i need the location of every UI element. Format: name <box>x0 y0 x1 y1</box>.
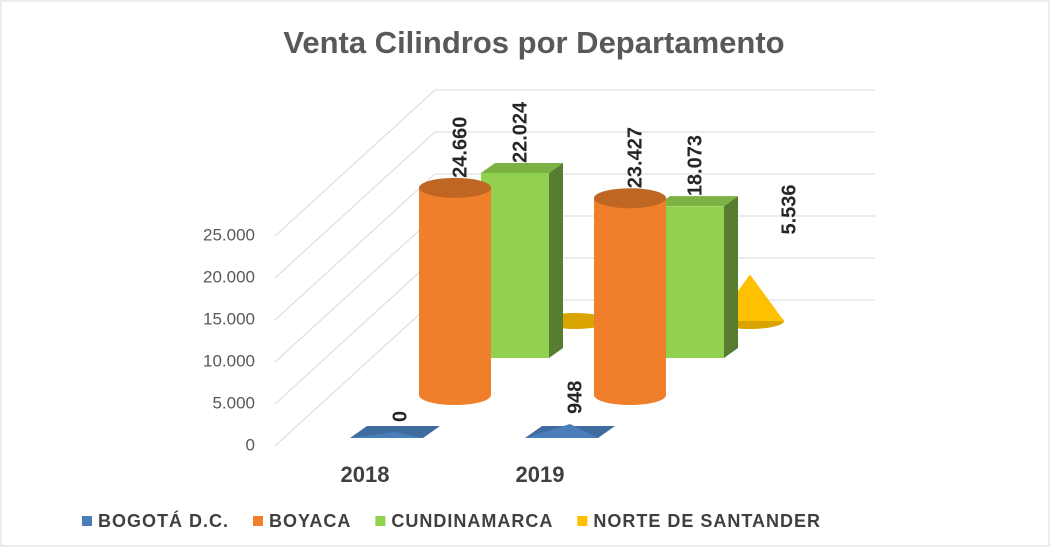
cylinder-top <box>419 177 491 198</box>
box-front <box>656 206 724 358</box>
pyramid <box>525 424 598 438</box>
box-side <box>549 162 563 358</box>
legend-swatch <box>82 516 92 526</box>
box-side <box>724 196 738 358</box>
box-top <box>656 196 738 207</box>
y-tick-label: 0 <box>246 435 255 454</box>
legend-label: BOGOTÁ D.C. <box>98 510 229 531</box>
grid-line <box>274 173 875 321</box>
grid-line <box>274 89 875 237</box>
legend-label: CUNDINAMARCA <box>391 511 553 531</box>
value-label: 5.536 <box>778 184 800 234</box>
value-label: 22.024 <box>509 101 531 163</box>
cylinder <box>594 198 666 405</box>
bar <box>481 162 563 358</box>
box-top <box>481 162 563 173</box>
cylinder <box>419 187 491 405</box>
legend-swatch <box>375 516 386 526</box>
bar <box>594 188 666 405</box>
bar <box>525 424 615 438</box>
value-label: 24.660 <box>449 117 471 178</box>
bar <box>350 426 440 438</box>
y-tick-label: 5.000 <box>212 393 255 412</box>
y-tick-label: 25.000 <box>203 225 255 244</box>
value-label: 0 <box>389 411 411 422</box>
legend-label: NORTE DE SANTANDER <box>593 511 821 531</box>
x-tick-label: 2019 <box>516 462 565 487</box>
value-label: 18.073 <box>684 135 706 196</box>
chart-title: Venta Cilindros por Departamento <box>283 25 784 60</box>
x-tick-label: 2018 <box>341 462 390 487</box>
value-label: 23.427 <box>624 127 646 188</box>
pyramid <box>350 432 423 438</box>
value-label: 948 <box>564 381 586 414</box>
legend-swatch <box>253 516 263 526</box>
bar <box>419 177 491 405</box>
cylinder-top <box>594 188 666 209</box>
box-front <box>481 172 549 358</box>
y-tick-label: 10.000 <box>203 351 255 370</box>
y-tick-label: 20.000 <box>203 267 255 286</box>
y-tick-label: 15.000 <box>203 309 255 328</box>
bar <box>656 196 738 358</box>
legend-label: BOYACA <box>269 511 351 531</box>
legend-swatch <box>577 516 588 526</box>
grid-line <box>274 131 875 279</box>
